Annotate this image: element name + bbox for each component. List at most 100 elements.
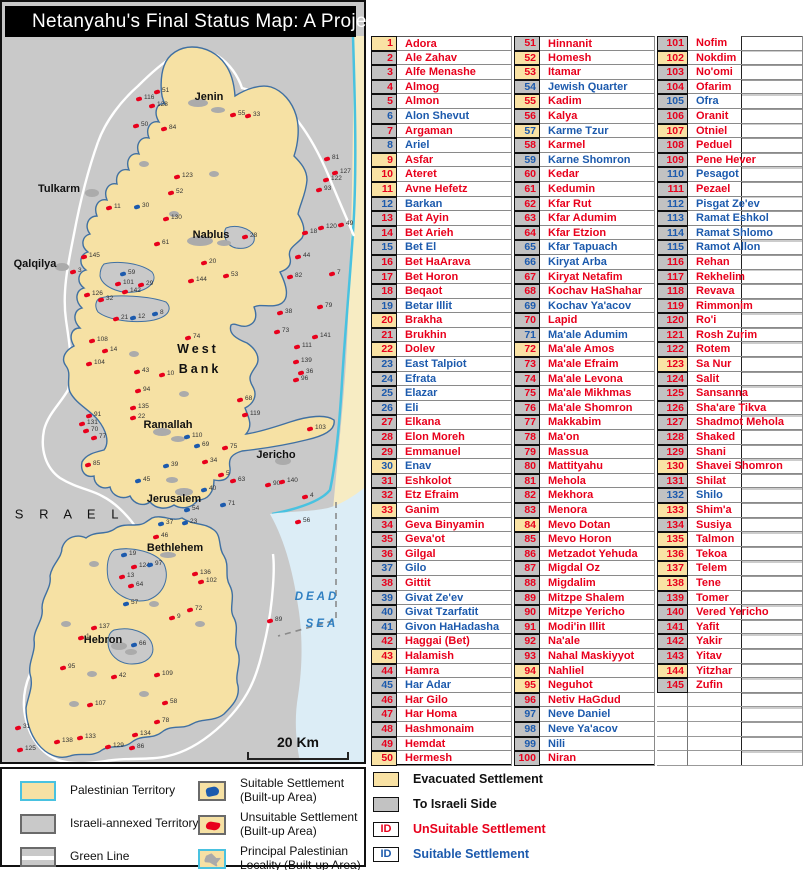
settlement-id: 118 bbox=[657, 284, 688, 299]
settlement-row: 109 Pene Hever bbox=[657, 152, 803, 168]
marker-id-label: 77 bbox=[99, 433, 107, 440]
settlement-id: 128 bbox=[657, 430, 688, 445]
settlement-name: Alon Shevut bbox=[397, 108, 512, 124]
marker-id-label: 89 bbox=[275, 616, 283, 623]
marker-id-label: 97 bbox=[155, 560, 163, 567]
settlement-row: 32 Etz Efraim bbox=[371, 488, 512, 503]
settlement-name: Kalya bbox=[540, 108, 655, 124]
settlement-id: 90 bbox=[514, 605, 540, 620]
map-legend-label: Green Line bbox=[70, 849, 130, 864]
settlement-name: Oranit bbox=[688, 108, 803, 124]
settlement-name: Hinnanit bbox=[540, 36, 655, 51]
settlement-name: Neve Daniel bbox=[540, 707, 655, 722]
map-label: Hebron bbox=[83, 634, 123, 646]
settlement-name: Givat Tzarfatit bbox=[397, 605, 512, 620]
map-legend-item: Principal Palestinian Locality (Built-up… bbox=[198, 844, 361, 870]
settlement-row: 3 Alfe Menashe bbox=[371, 65, 512, 80]
marker-id-label: 73 bbox=[282, 327, 290, 334]
map-label: I S R A E L bbox=[0, 506, 125, 522]
marker-id-label: 82 bbox=[295, 272, 303, 279]
settlement-id: 123 bbox=[657, 357, 688, 372]
marker-id-label: 45 bbox=[143, 476, 151, 483]
map-legend-item: Green Line bbox=[20, 847, 129, 867]
settlement-id: 82 bbox=[514, 488, 540, 503]
settlement-row: 45 Har Adar bbox=[371, 678, 512, 693]
marker-id-label: 141 bbox=[320, 332, 331, 339]
settlement-id: 125 bbox=[657, 386, 688, 401]
settlement-row: 127 Shadmot Mehola bbox=[657, 415, 803, 431]
marker-id-label: 123 bbox=[182, 172, 193, 179]
settlement-name: Neve Ya'acov bbox=[540, 721, 655, 737]
settlement-id: 119 bbox=[657, 298, 688, 314]
settlement-id: 40 bbox=[371, 605, 397, 620]
settlement-name: Adora bbox=[397, 36, 512, 51]
map-label: Bank bbox=[178, 362, 222, 376]
settlement-name: Ma'ale Shomron bbox=[540, 400, 655, 416]
marker-id-label: 110 bbox=[192, 432, 203, 439]
settlement-id: 7 bbox=[371, 123, 397, 139]
settlement-id: 3 bbox=[371, 65, 397, 80]
settlement-name: Givon HaHadasha bbox=[397, 619, 512, 635]
settlement-name: Yitav bbox=[688, 648, 803, 664]
settlement-row: 96 Netiv HaGdud bbox=[514, 692, 655, 708]
marker-id-label: 71 bbox=[228, 500, 236, 507]
settlement-name: Modi'in Illit bbox=[540, 619, 655, 635]
marker-id-label: 1 bbox=[86, 633, 90, 640]
settlement-id: 117 bbox=[657, 269, 688, 285]
sw-terr-y-swatch bbox=[20, 781, 56, 801]
settlement-name: Kedumin bbox=[540, 181, 655, 197]
marker-id-label: 18 bbox=[310, 228, 318, 235]
marker-id-label: 12 bbox=[138, 313, 146, 320]
settlement-name: Bet HaArava bbox=[397, 254, 512, 270]
settlement-id: 72 bbox=[514, 342, 540, 358]
marker-id-label: 44 bbox=[303, 252, 311, 259]
settlement-id: 127 bbox=[657, 415, 688, 431]
settlement-row: 15 Bet El bbox=[371, 240, 512, 255]
marker-id-label: 101 bbox=[123, 279, 134, 286]
map-label: Ramallah bbox=[143, 419, 193, 431]
settlement-name: Tomer bbox=[688, 590, 803, 606]
settlement-id: 80 bbox=[514, 459, 540, 474]
settlement-row: 131 Shilat bbox=[657, 473, 803, 489]
settlement-row: 135 Talmon bbox=[657, 532, 803, 547]
settlement-name: Brakha bbox=[397, 313, 512, 328]
settlement-id: 61 bbox=[514, 181, 540, 197]
marker-id-label: 58 bbox=[170, 698, 178, 705]
settlement-row: 46 Har Gilo bbox=[371, 692, 512, 708]
marker-id-label: 38 bbox=[285, 308, 293, 315]
settlement-name: Pisgat Ze'ev bbox=[688, 196, 803, 212]
marker-id-label: 84 bbox=[169, 124, 177, 131]
settlement-name: Peduel bbox=[688, 138, 803, 153]
settlement-name: Almon bbox=[397, 94, 512, 109]
settlement-row: 122 Rotem bbox=[657, 342, 803, 358]
settlement-row: 40 Givat Tzarfatit bbox=[371, 605, 512, 620]
settlement-id: 35 bbox=[371, 532, 397, 547]
settlement-id: 63 bbox=[514, 211, 540, 226]
settlement-name: Ofra bbox=[688, 94, 803, 109]
settlement-name: Enav bbox=[397, 459, 512, 474]
settlement-name: Elazar bbox=[397, 386, 512, 401]
settlement-name: Karne Shomron bbox=[540, 152, 655, 168]
marker-id-label: 78 bbox=[162, 717, 170, 724]
settlement-name: Ro'i bbox=[688, 313, 803, 328]
settlement-id: 42 bbox=[371, 634, 397, 649]
settlement-id: 101 bbox=[657, 36, 688, 51]
settlement-id: 65 bbox=[514, 240, 540, 255]
settlement-name: Susiya bbox=[688, 517, 803, 533]
settlement-name: Ramat Shlomo bbox=[688, 225, 803, 241]
settlement-row: 84 Mevo Dotan bbox=[514, 517, 655, 533]
settlement-id: 135 bbox=[657, 532, 688, 547]
settlement-name: Dolev bbox=[397, 342, 512, 358]
marker-id-label: 43 bbox=[142, 367, 150, 374]
marker-id-label: 8 bbox=[160, 309, 164, 316]
marker-id-label: 13 bbox=[127, 572, 135, 579]
marker-id-label: 5 bbox=[226, 470, 230, 477]
settlement-id: 102 bbox=[657, 50, 688, 66]
green-line-north bbox=[96, 48, 356, 237]
settlement-name: Gittit bbox=[397, 575, 512, 591]
settlement-id: 145 bbox=[657, 678, 688, 693]
marker-id-label: 23 bbox=[190, 518, 198, 525]
settlement-name: Hemdat bbox=[397, 736, 512, 752]
settlement-row: 30 Enav bbox=[371, 459, 512, 474]
settlement-row: 22 Dolev bbox=[371, 342, 512, 358]
